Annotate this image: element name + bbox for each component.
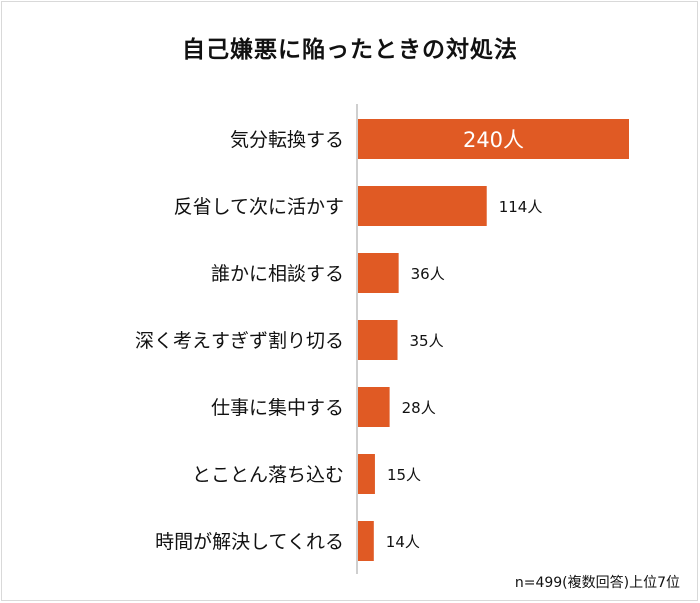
bar	[358, 253, 399, 293]
category-label: 時間が解決してくれる	[155, 531, 344, 553]
bar	[358, 387, 390, 427]
category-label: 気分転換する	[230, 129, 344, 151]
chart-title: 自己嫌悪に陥ったときの対処法	[182, 37, 518, 63]
bar	[358, 454, 375, 494]
value-label: 28人	[402, 399, 436, 417]
sample-note: n=499(複数回答)上位7位	[514, 575, 680, 591]
value-label: 240人	[463, 128, 524, 152]
value-label: 14人	[386, 533, 420, 551]
category-label: とことん落ち込む	[192, 464, 344, 486]
bar	[358, 320, 398, 360]
value-label: 114人	[499, 198, 543, 216]
bar	[358, 119, 629, 159]
value-label: 35人	[410, 332, 444, 350]
bar	[358, 521, 374, 561]
category-label: 深く考えすぎず割り切る	[135, 330, 344, 352]
value-label: 36人	[411, 265, 445, 283]
category-label: 仕事に集中する	[211, 397, 344, 419]
value-label: 15人	[387, 466, 421, 484]
category-label: 反省して次に活かす	[174, 196, 344, 218]
category-label: 誰かに相談する	[211, 263, 344, 285]
bar	[358, 186, 487, 226]
